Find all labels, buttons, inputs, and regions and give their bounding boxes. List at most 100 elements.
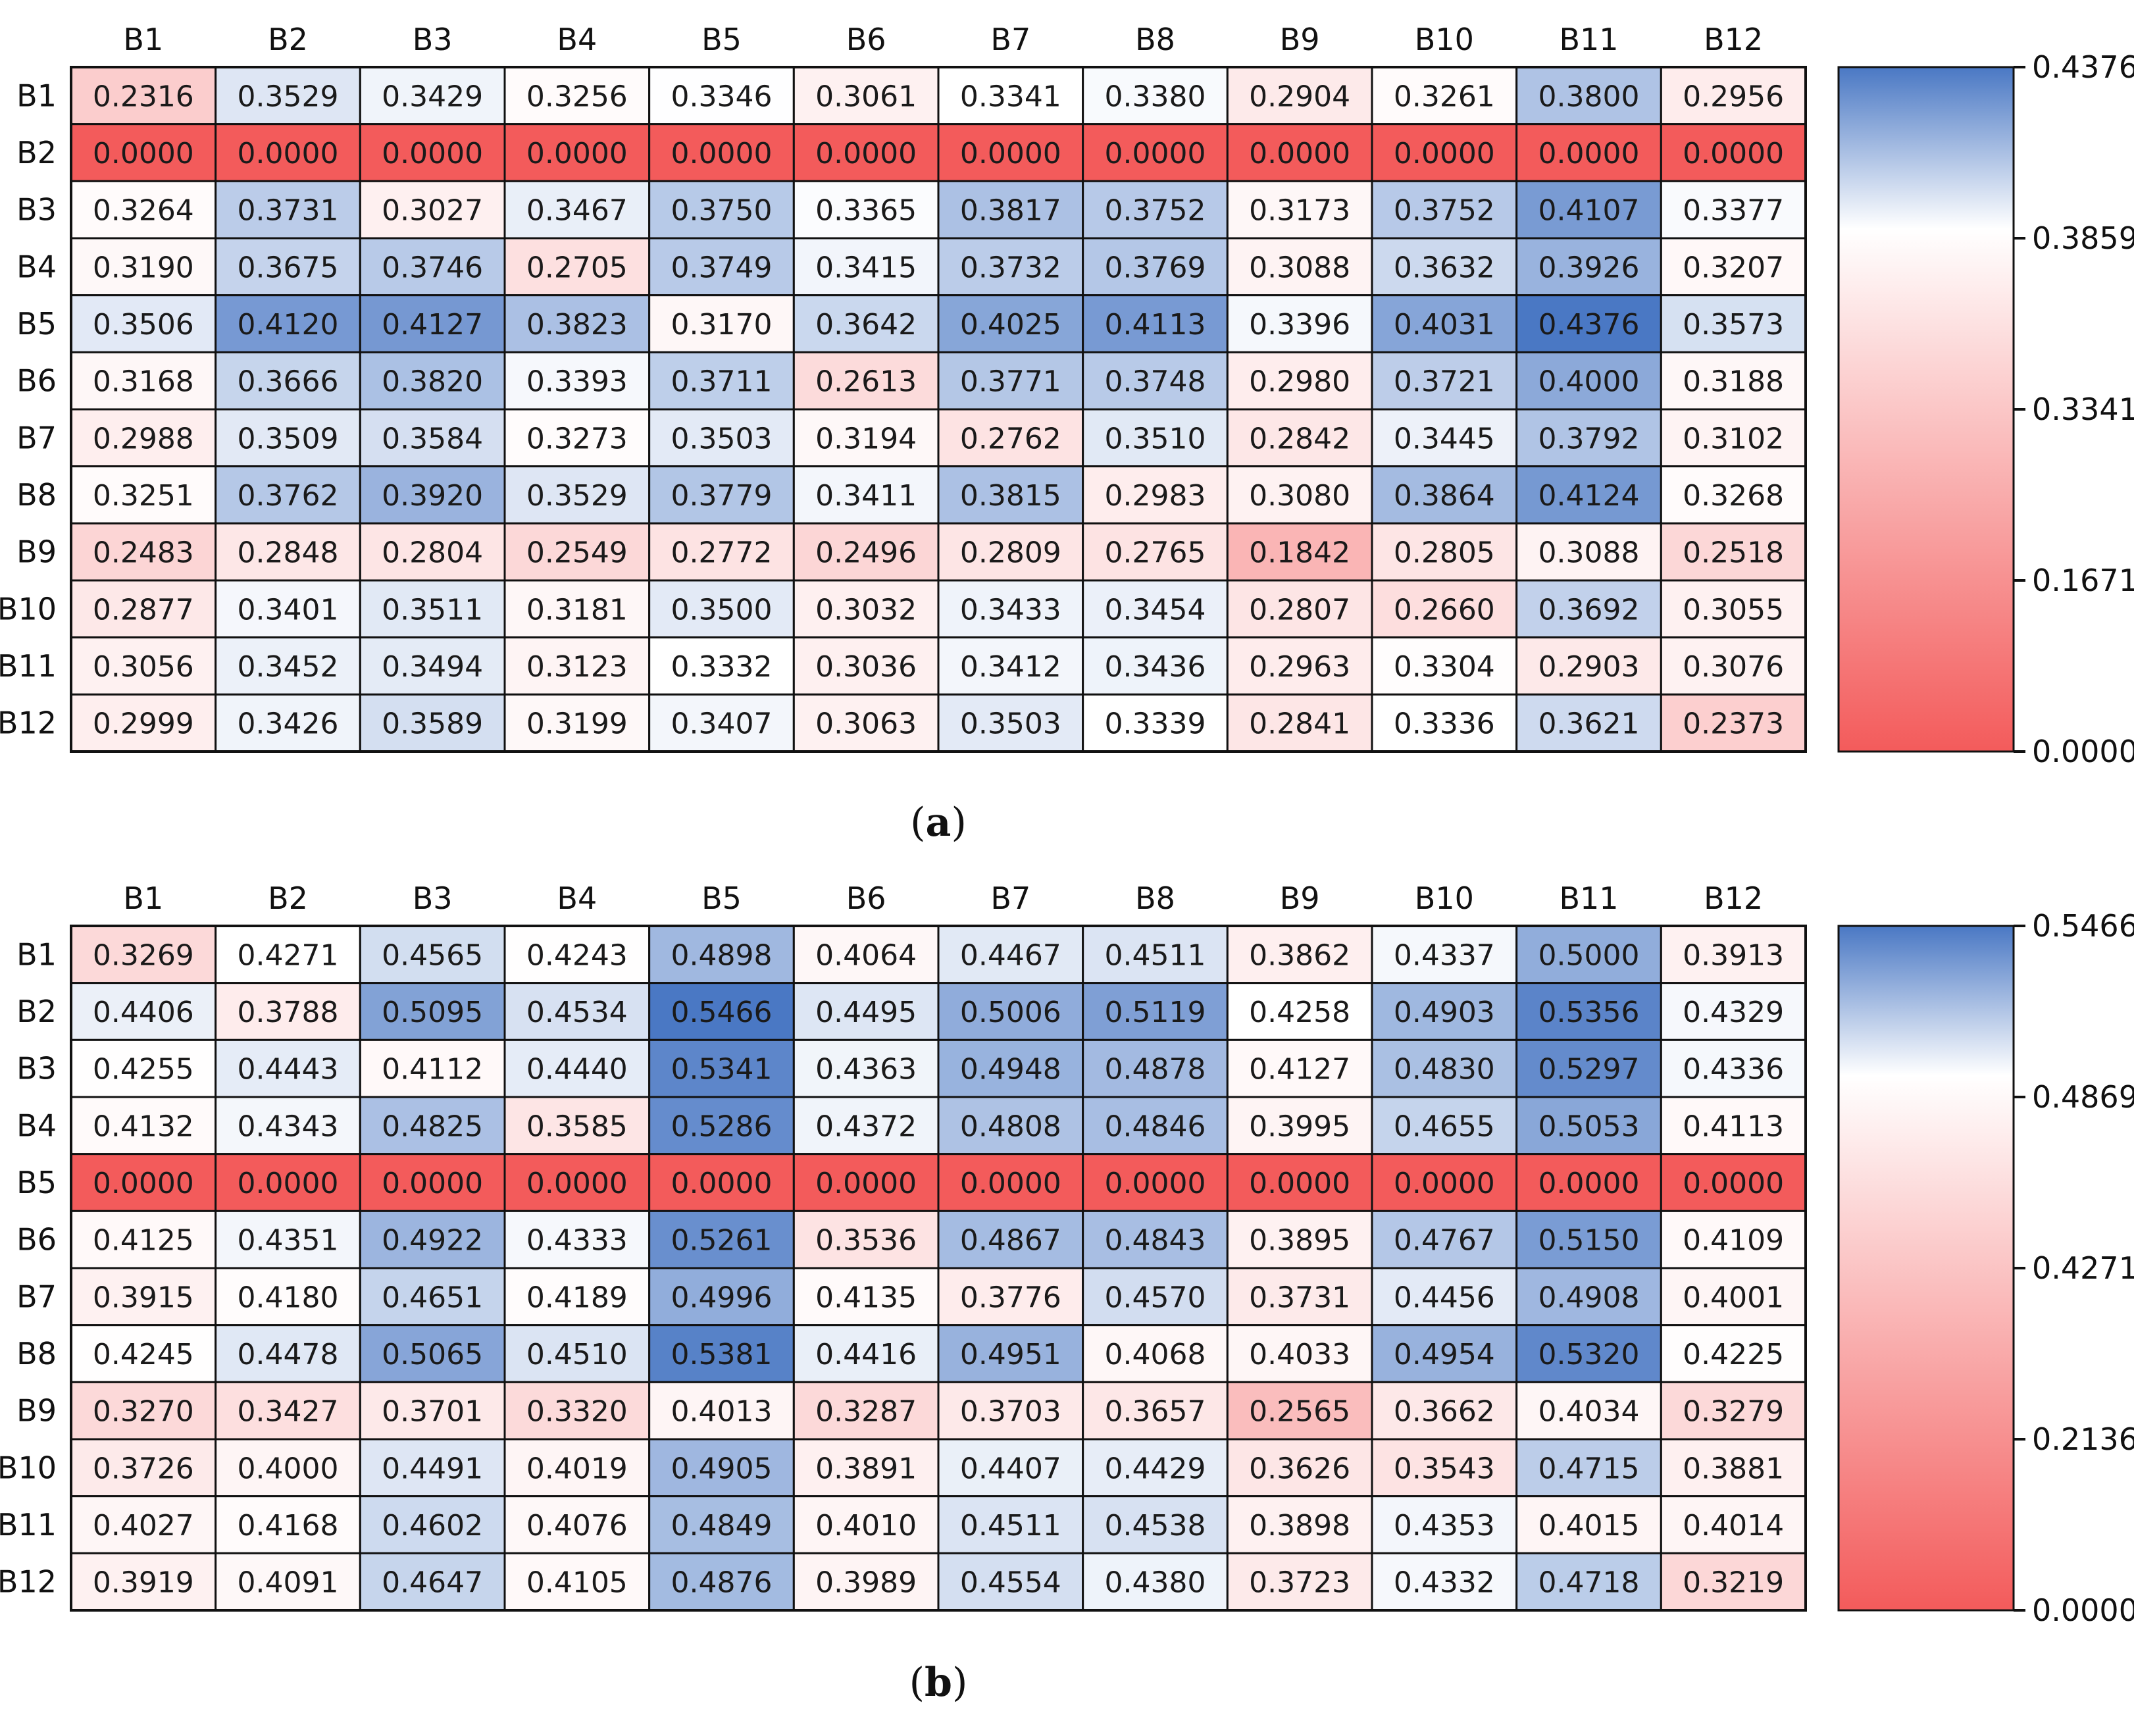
- heatmap-cell: [648, 1267, 795, 1327]
- colorbar-tick-label: 0.3859: [2032, 220, 2134, 256]
- heatmap-cell: [1226, 408, 1373, 468]
- heatmap-cell: [503, 123, 651, 182]
- cell-value-label: 0.4124: [1538, 479, 1640, 513]
- heatmap-cell: [503, 982, 651, 1041]
- cell-value-label: 0.4380: [1105, 1566, 1206, 1600]
- heatmap-cell: [792, 294, 940, 353]
- heatmap-cell: [937, 1038, 1084, 1098]
- cell-value-label: 0.4922: [382, 1224, 483, 1258]
- heatmap-cell: [70, 465, 217, 524]
- heatmap-cell: [503, 351, 651, 411]
- cell-value-label: 0.3341: [960, 80, 1061, 113]
- cell-value-label: 0.3919: [93, 1566, 194, 1600]
- colorbar: [1837, 66, 2015, 753]
- cell-value-label: 0.4000: [238, 1452, 339, 1485]
- cell-value-label: 0.4225: [1683, 1338, 1784, 1371]
- cell-value-label: 0.2807: [1249, 593, 1350, 626]
- cell-value-label: 0.3771: [960, 365, 1061, 399]
- row-label: B7: [16, 1279, 57, 1314]
- heatmap-cell: [1226, 1210, 1373, 1269]
- row-label: B8: [16, 1336, 57, 1371]
- cell-value-label: 0.4180: [238, 1281, 339, 1314]
- heatmap-cell: [359, 1096, 506, 1156]
- cell-value-label: 0.3427: [238, 1395, 339, 1429]
- heatmap-cell: [1660, 1495, 1807, 1554]
- heatmap-cell: [503, 237, 651, 297]
- cell-value-label: 0.3188: [1683, 365, 1784, 399]
- cell-value-label: 0.3584: [382, 422, 483, 455]
- heatmap-cell: [648, 1552, 795, 1612]
- cell-value-label: 0.3412: [960, 650, 1061, 684]
- heatmap-cell: [503, 1324, 651, 1383]
- cell-value-label: 0.3895: [1249, 1224, 1350, 1258]
- cell-value-label: 0.3573: [1683, 308, 1784, 342]
- heatmap-cell: [1226, 522, 1373, 582]
- heatmap-cell: [1226, 1495, 1373, 1554]
- cell-value-label: 0.3752: [1394, 194, 1495, 228]
- heatmap-cell: [215, 636, 361, 696]
- cell-value-label: 0.3657: [1105, 1395, 1206, 1429]
- cell-value-label: 0.4000: [1538, 365, 1640, 399]
- cell-value-label: 0.3721: [1394, 365, 1495, 399]
- cell-value-label: 0.3061: [815, 80, 917, 113]
- cell-value-label: 0.4948: [960, 1053, 1061, 1086]
- cell-value-label: 0.3219: [1683, 1566, 1784, 1600]
- cell-value-label: 0.3339: [1105, 707, 1206, 741]
- cell-value-label: 0.3543: [1394, 1452, 1495, 1485]
- cell-value-label: 0.4898: [671, 938, 773, 972]
- cell-value-label: 0.3989: [815, 1566, 917, 1600]
- heatmap-cell: [1515, 294, 1662, 353]
- heatmap-cell: [1515, 1038, 1662, 1098]
- column-label: B11: [1559, 881, 1618, 916]
- heatmap-cell: [359, 408, 506, 468]
- heatmap-cell: [937, 237, 1084, 297]
- cell-value-label: 0.3454: [1105, 593, 1206, 626]
- heatmap-cell: [1226, 925, 1373, 984]
- cell-value-label: 0.3304: [1394, 650, 1495, 684]
- heatmap-cell: [215, 66, 361, 126]
- heatmap-cell: [648, 1153, 795, 1212]
- cell-value-label: 0.3190: [93, 251, 194, 284]
- cell-value-label: 0.5053: [1538, 1110, 1640, 1143]
- cell-value-label: 0.4033: [1249, 1338, 1350, 1371]
- cell-value-label: 0.3256: [526, 80, 628, 113]
- cell-value-label: 0.0000: [93, 1167, 194, 1200]
- cell-value-label: 0.4443: [238, 1053, 339, 1086]
- column-label: B7: [990, 881, 1030, 916]
- column-label: B9: [1280, 881, 1320, 916]
- heatmap-cell: [1082, 1381, 1229, 1441]
- cell-value-label: 0.0000: [526, 137, 628, 170]
- heatmap-cell: [503, 636, 651, 696]
- row-label: B4: [16, 249, 57, 284]
- heatmap-cell: [70, 982, 217, 1041]
- row-label: B9: [16, 1393, 57, 1429]
- colorbar: [1837, 925, 2015, 1612]
- heatmap-cell: [1660, 351, 1807, 411]
- heatmap-cell: [70, 294, 217, 353]
- cell-value-label: 0.4031: [1394, 308, 1495, 342]
- heatmap-cell: [1082, 123, 1229, 182]
- cell-value-label: 0.3332: [671, 650, 773, 684]
- cell-value-label: 0.3898: [1249, 1509, 1350, 1543]
- column-label: B11: [1559, 22, 1618, 57]
- heatmap-cell: [792, 982, 940, 1041]
- heatmap-cell: [1515, 1495, 1662, 1554]
- row-label: B1: [16, 78, 57, 113]
- cell-value-label: 0.2841: [1249, 707, 1350, 741]
- heatmap-cell: [1371, 351, 1518, 411]
- row-label: B2: [16, 994, 57, 1029]
- cell-value-label: 0.4554: [960, 1566, 1061, 1600]
- row-label: B5: [16, 1165, 57, 1200]
- panel-caption: (a): [910, 800, 967, 846]
- cell-value-label: 0.3920: [382, 479, 483, 513]
- cell-value-label: 0.0000: [382, 137, 483, 170]
- heatmap-cell: [70, 1381, 217, 1441]
- cell-value-label: 0.3817: [960, 194, 1061, 228]
- cell-value-label: 0.4336: [1683, 1053, 1784, 1086]
- cell-value-label: 0.2983: [1105, 479, 1206, 513]
- row-label: B10: [0, 1450, 57, 1485]
- cell-value-label: 0.3881: [1683, 1452, 1784, 1485]
- cell-value-label: 0.4271: [238, 938, 339, 972]
- cell-value-label: 0.3788: [238, 996, 339, 1029]
